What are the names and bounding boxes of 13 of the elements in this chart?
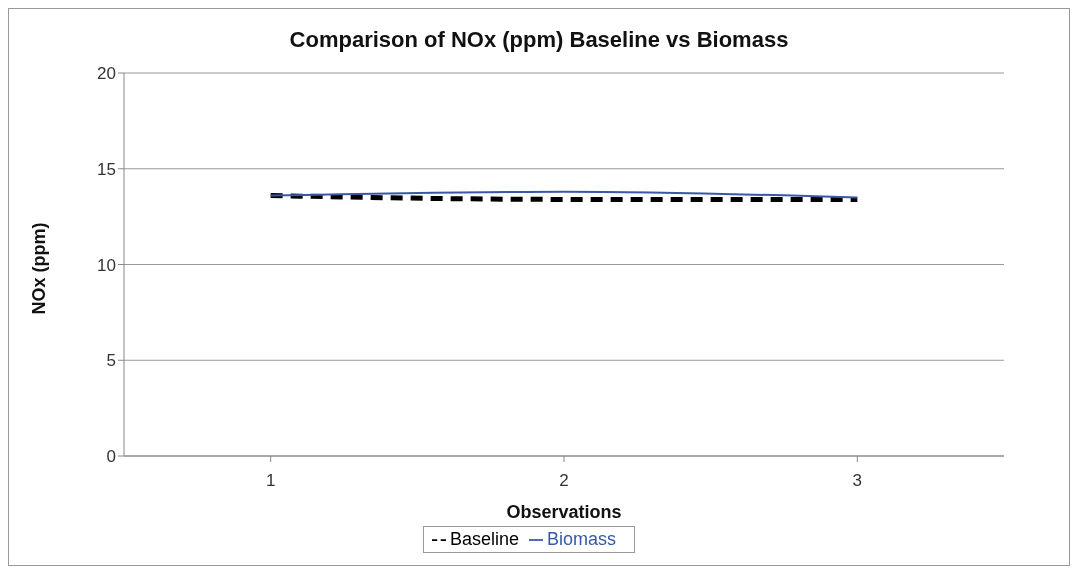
chart-title: Comparison of NOx (ppm) Baseline vs Biomass — [288, 27, 790, 53]
x-axis-title: Observations — [506, 502, 622, 522]
x-tick-label: 3 — [852, 471, 863, 491]
y-tick-label: 0 — [106, 447, 116, 467]
y-tick-label: 5 — [106, 351, 116, 371]
legend-label: Baseline — [449, 529, 520, 549]
y-tick-label: 15 — [97, 159, 116, 179]
y-tick-label: 10 — [97, 255, 116, 275]
legend-label: Biomass — [547, 529, 617, 549]
x-tick-label: 2 — [559, 471, 569, 491]
x-tick-label: 1 — [265, 471, 276, 491]
y-axis-title: NOx (ppm) — [29, 222, 50, 315]
y-tick-label: 20 — [97, 64, 116, 84]
